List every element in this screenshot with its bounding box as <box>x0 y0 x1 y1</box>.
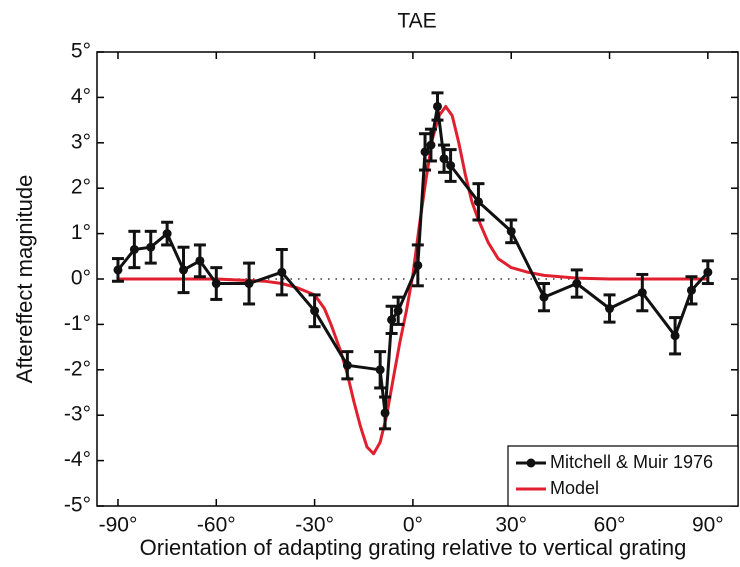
data-point <box>605 304 615 314</box>
legend-label: Mitchell & Muir 1976 <box>550 452 713 472</box>
x-tick-label: 90° <box>692 514 724 537</box>
data-point <box>129 244 139 254</box>
data-point <box>146 242 156 252</box>
data-point <box>342 360 352 370</box>
data-point <box>413 260 423 270</box>
y-tick-label: 5° <box>71 40 91 63</box>
legend-box <box>507 445 739 507</box>
y-tick-label: -1° <box>64 312 91 335</box>
data-point <box>195 256 205 266</box>
data-point <box>473 197 483 207</box>
y-axis-label: Aftereffect magnitude <box>12 175 37 384</box>
x-tick-label: 60° <box>594 514 626 537</box>
data-point <box>572 279 582 289</box>
y-tick-label: -5° <box>64 494 91 517</box>
data-point <box>162 229 172 239</box>
data-point <box>703 267 713 277</box>
data-point <box>380 408 390 418</box>
legend-swatch-marker <box>526 458 536 468</box>
data-point <box>670 331 680 341</box>
data-point <box>179 265 189 275</box>
data-point <box>426 140 436 150</box>
x-tick-label: -30° <box>295 514 334 537</box>
series-line <box>118 105 708 456</box>
data-point <box>686 285 696 295</box>
y-tick-label: 0° <box>71 267 91 290</box>
y-tick-label: 4° <box>71 85 91 108</box>
x-tick-label: -90° <box>99 514 138 537</box>
data-point <box>387 315 397 325</box>
y-tick-label: 1° <box>71 221 91 244</box>
data-point <box>310 306 320 316</box>
data-point <box>539 292 549 302</box>
data-point <box>420 147 430 157</box>
x-tick-label: 30° <box>495 514 527 537</box>
x-tick-label: 0° <box>403 514 423 537</box>
y-tick-label: -2° <box>64 357 91 380</box>
y-tick-label: -4° <box>64 448 91 471</box>
chart-title: TAE <box>397 10 436 33</box>
y-tick-label: 2° <box>71 176 91 199</box>
y-tick-label: 3° <box>71 130 91 153</box>
data-point <box>211 279 221 289</box>
plot-frame <box>96 51 739 507</box>
data-point <box>637 288 647 298</box>
legend-label: Model <box>550 478 599 498</box>
data-point <box>113 265 123 275</box>
data-point <box>506 226 516 236</box>
data-point <box>375 365 385 375</box>
y-tick-label: -3° <box>64 403 91 426</box>
x-tick-label: -60° <box>197 514 236 537</box>
data-point <box>446 161 456 170</box>
data-point <box>244 279 254 289</box>
x-axis-label: Orientation of adapting grating relative… <box>140 535 687 560</box>
data-point <box>432 101 442 111</box>
data-point <box>393 306 403 316</box>
data-point <box>439 154 449 164</box>
data-point <box>277 267 287 277</box>
